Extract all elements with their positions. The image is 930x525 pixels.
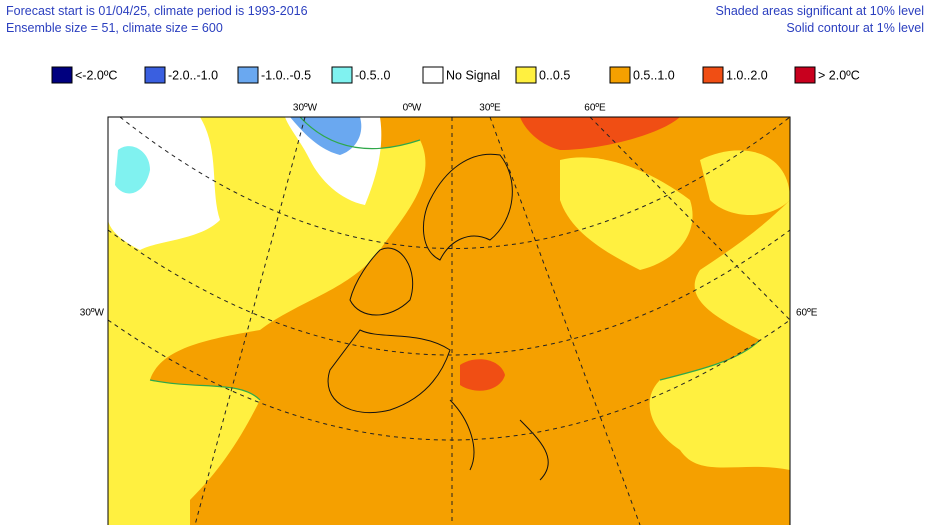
header-line: Ensemble size = 51, climate size = 600 bbox=[6, 21, 223, 35]
cold-region bbox=[290, 117, 362, 155]
header-line: Shaded areas significant at 10% level bbox=[715, 4, 924, 18]
anomaly-region bbox=[560, 157, 693, 270]
header-line: Solid contour at 1% level bbox=[786, 21, 924, 35]
legend-swatch bbox=[515, 66, 537, 84]
legend-label: No Signal bbox=[446, 68, 500, 82]
legend-label: <-2.0ºC bbox=[75, 68, 117, 82]
legend: <-2.0ºC -2.0..-1.0 -1.0..-0.5 -0.5..0 No Sig… bbox=[51, 66, 860, 84]
graticule bbox=[108, 117, 790, 525]
coastline bbox=[327, 153, 549, 481]
anomaly-region bbox=[460, 359, 505, 391]
significance-contour bbox=[149, 117, 761, 401]
legend-label: -2.0..-1.0 bbox=[168, 68, 218, 82]
legend-swatch bbox=[51, 66, 73, 84]
legend-swatch bbox=[702, 66, 724, 84]
anomaly-region bbox=[700, 150, 790, 215]
header-left: Forecast start is 01/04/25, climate peri… bbox=[6, 3, 308, 37]
longitude-label: 60ºE bbox=[584, 103, 606, 114]
longitude-label: 30ºW bbox=[293, 103, 318, 114]
legend-swatch bbox=[609, 66, 631, 84]
legend-label: 0.5..1.0 bbox=[633, 68, 675, 82]
header-line: Forecast start is 01/04/25, climate peri… bbox=[6, 4, 308, 18]
legend-label: > 2.0ºC bbox=[818, 68, 860, 82]
legend-label: 0..0.5 bbox=[539, 68, 570, 82]
longitude-label: 30ºE bbox=[479, 103, 501, 114]
legend-swatch bbox=[237, 66, 259, 84]
map bbox=[108, 117, 790, 525]
legend-label: -1.0..-0.5 bbox=[261, 68, 311, 82]
legend-label: 1.0..2.0 bbox=[726, 68, 768, 82]
legend-swatch bbox=[422, 66, 444, 84]
legend-swatch bbox=[144, 66, 166, 84]
header-right: Shaded areas significant at 10% level So… bbox=[716, 3, 924, 37]
legend-label: -0.5..0 bbox=[355, 68, 390, 82]
longitude-label: 0ºW bbox=[403, 103, 422, 114]
latitude-label: 30ºW bbox=[80, 308, 105, 319]
legend-swatch bbox=[794, 66, 816, 84]
map-frame bbox=[107, 116, 791, 525]
legend-swatch bbox=[331, 66, 353, 84]
anomaly-region bbox=[520, 117, 680, 150]
cold-region bbox=[115, 146, 150, 194]
latitude-label: 60ºE bbox=[796, 308, 818, 319]
